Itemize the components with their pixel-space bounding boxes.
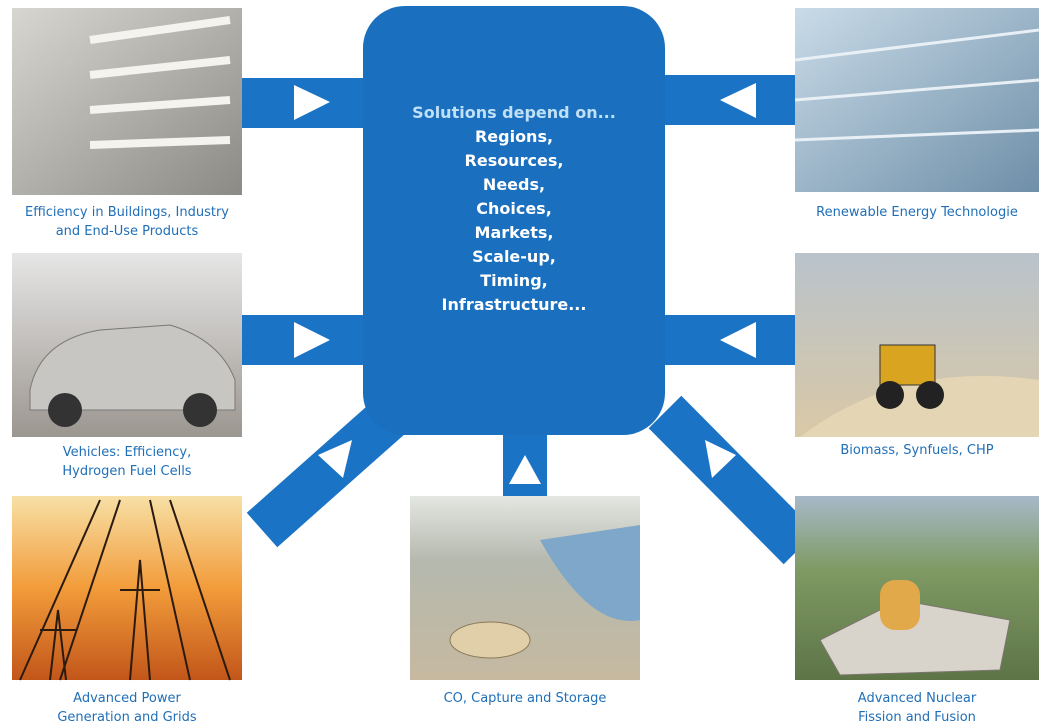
panel-lines xyxy=(794,28,1039,142)
arrowhead xyxy=(294,322,330,358)
arrowhead xyxy=(720,83,756,118)
photo-renewable xyxy=(795,8,1039,192)
node-caption: Generation and Grids xyxy=(57,710,197,725)
center-item: Scale-up, xyxy=(472,247,556,266)
node-caption: Fission and Fusion xyxy=(858,710,976,725)
node-caption: and End-Use Products xyxy=(56,224,199,239)
center-item: Timing, xyxy=(480,271,547,290)
photos xyxy=(12,8,1039,681)
node-caption: Efficiency in Buildings, Industry xyxy=(25,205,229,220)
arrowhead xyxy=(720,322,756,358)
node-caption: CO, Capture and Storage xyxy=(444,691,607,706)
reactor-core xyxy=(880,580,920,630)
connector xyxy=(246,394,411,548)
node-caption: Hydrogen Fuel Cells xyxy=(62,464,191,479)
arrowhead xyxy=(705,440,736,478)
arrowhead xyxy=(294,85,330,120)
captions: Efficiency in Buildings, Industry and End… xyxy=(25,205,1018,725)
center-items: Regions, Resources, Needs, Choices, Markets,… xyxy=(442,127,587,314)
connector xyxy=(648,395,817,565)
node-caption: Advanced Nuclear xyxy=(858,691,977,706)
photo-power-grid xyxy=(12,496,242,680)
node-caption: Vehicles: Efficiency, xyxy=(63,445,192,460)
center-item: Choices, xyxy=(476,199,552,218)
center-item: Needs, xyxy=(483,175,545,194)
pylons xyxy=(19,499,231,681)
reservoir xyxy=(449,621,531,659)
node-caption: Advanced Power xyxy=(73,691,181,706)
node-caption: Renewable Energy Technologie xyxy=(816,205,1018,220)
center-item: Infrastructure... xyxy=(442,295,587,314)
loader xyxy=(879,344,936,386)
arrowheads xyxy=(294,83,756,484)
center-item: Resources, xyxy=(465,151,564,170)
center-box xyxy=(363,6,665,435)
building-floors xyxy=(89,16,231,149)
arrowhead xyxy=(318,440,352,478)
ocean xyxy=(540,525,640,621)
sawdust xyxy=(800,375,1039,437)
center-item: Markets, xyxy=(475,223,554,242)
center-heading: Solutions depend on... xyxy=(412,103,616,122)
arrowhead xyxy=(509,455,541,484)
node-caption: Biomass, Synfuels, CHP xyxy=(840,443,993,458)
center-item: Regions, xyxy=(475,127,553,146)
car xyxy=(29,324,236,411)
